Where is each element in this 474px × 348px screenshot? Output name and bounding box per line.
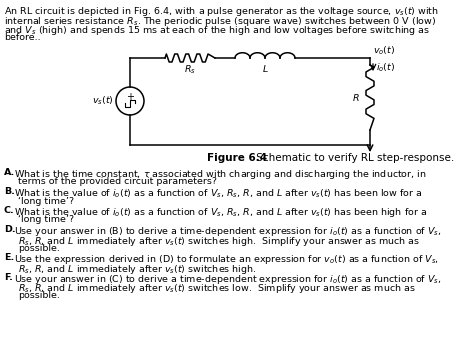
Text: $R_s$, $R$, and $L$ immediately after $v_s(t)$ switches high.: $R_s$, $R$, and $L$ immediately after $v… — [18, 263, 256, 276]
Text: What is the time constant, $\tau$ associated with charging and discharging the i: What is the time constant, $\tau$ associ… — [14, 168, 427, 181]
Text: Use the expression derived in (D) to formulate an expression for $v_o(t)$ as a f: Use the expression derived in (D) to for… — [14, 253, 439, 267]
Text: F.: F. — [4, 272, 13, 282]
Text: An RL circuit is depicted in Fig. 6.4, with a pulse generator as the voltage sou: An RL circuit is depicted in Fig. 6.4, w… — [4, 5, 439, 18]
Text: $L$: $L$ — [262, 63, 268, 74]
Text: C.: C. — [4, 206, 15, 215]
Text: What is the value of $i_o(t)$ as a function of $V_s$, $R_s$, $R$, and $L$ after : What is the value of $i_o(t)$ as a funct… — [14, 206, 427, 219]
Text: ‘long time’?: ‘long time’? — [18, 215, 74, 224]
Text: Schematic to verify RL step-response.: Schematic to verify RL step-response. — [253, 153, 454, 163]
Text: Use your answer in (B) to derive a time-dependent expression for $i_o(t)$ as a f: Use your answer in (B) to derive a time-… — [14, 225, 441, 238]
Text: A.: A. — [4, 168, 15, 177]
Text: What is the value of $i_o(t)$ as a function of $V_s$, $R_s$, $R$, and $L$ after : What is the value of $i_o(t)$ as a funct… — [14, 187, 423, 199]
Text: internal series resistance $R_s$. The periodic pulse (square wave) switches betw: internal series resistance $R_s$. The pe… — [4, 15, 436, 27]
Text: $R_s$, $R$, and $L$ immediately after $v_s(t)$ switches low.  Simplify your answ: $R_s$, $R$, and $L$ immediately after $v… — [18, 282, 416, 295]
Text: $i_o(t)$: $i_o(t)$ — [376, 61, 395, 74]
Text: E.: E. — [4, 253, 14, 262]
Text: $R$: $R$ — [352, 92, 360, 103]
Text: ‘long time’?: ‘long time’? — [18, 197, 74, 206]
Text: possible.: possible. — [18, 244, 60, 253]
Text: terms of the provided circuit parameters?: terms of the provided circuit parameters… — [18, 177, 217, 187]
Text: $R_s$, $R$, and $L$ immediately after $v_s(t)$ switches high.  Simplify your ans: $R_s$, $R$, and $L$ immediately after $v… — [18, 235, 420, 247]
Text: and $V_s$ (high) and spends 15 ms at each of the high and low voltages before sw: and $V_s$ (high) and spends 15 ms at eac… — [4, 24, 430, 37]
Text: $R_s$: $R_s$ — [184, 63, 196, 76]
Text: D.: D. — [4, 225, 16, 234]
Text: +: + — [126, 92, 134, 102]
Text: Figure 6.4: Figure 6.4 — [207, 153, 267, 163]
Text: $v_o(t)$: $v_o(t)$ — [373, 45, 395, 57]
Text: $v_s(t)$: $v_s(t)$ — [92, 95, 114, 107]
Text: possible.: possible. — [18, 292, 60, 301]
Text: B.: B. — [4, 187, 15, 196]
Text: before..: before.. — [4, 33, 41, 42]
Text: Use your answer in (C) to derive a time-dependent expression for $i_o(t)$ as a f: Use your answer in (C) to derive a time-… — [14, 272, 442, 285]
